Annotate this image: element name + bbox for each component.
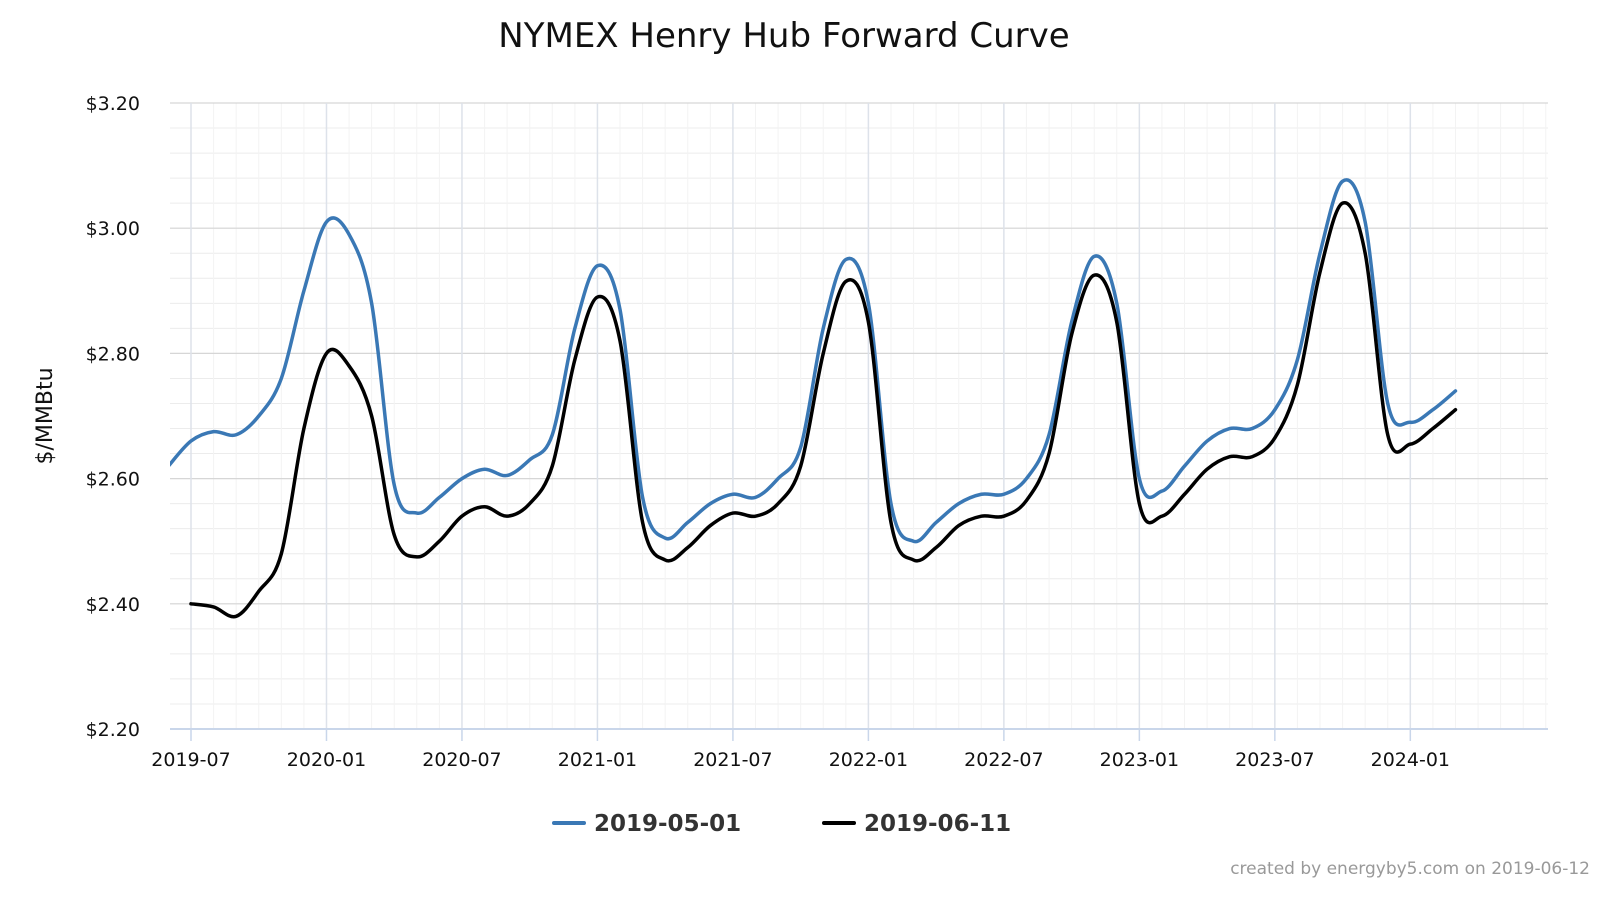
y-tick-label: $2.60 bbox=[86, 469, 140, 491]
y-tick-label: $2.40 bbox=[86, 594, 140, 616]
series-lines bbox=[168, 178, 1458, 619]
credit-text: created by energyby5.com on 2019-06-12 bbox=[1230, 859, 1590, 879]
x-tick-label: 2023-01 bbox=[1100, 749, 1179, 771]
x-tick-label: 2024-01 bbox=[1371, 749, 1450, 771]
series-line-1[interactable] bbox=[168, 178, 1458, 544]
x-tick-label: 2020-07 bbox=[422, 749, 501, 771]
legend-label: 2019-05-01 bbox=[594, 811, 741, 837]
grid bbox=[170, 102, 1548, 730]
legend-item-2[interactable]: 2019-06-11 bbox=[822, 811, 1011, 837]
y-tick-label: $3.00 bbox=[86, 218, 140, 240]
chart-title: NYMEX Henry Hub Forward Curve bbox=[498, 16, 1069, 56]
axes: $2.20 $2.40 $2.60 $2.80 $3.00 $3.20 2019-07 202… bbox=[86, 93, 1548, 771]
x-tick-label: 2022-07 bbox=[964, 749, 1043, 771]
y-tick-label: $2.20 bbox=[86, 719, 140, 741]
x-tick-label: 2020-01 bbox=[287, 749, 366, 771]
series-line-2[interactable] bbox=[189, 201, 1458, 619]
legend-label: 2019-06-11 bbox=[864, 811, 1011, 837]
y-axis-label: $/MMBtu bbox=[33, 367, 58, 464]
x-tick-label: 2021-07 bbox=[693, 749, 772, 771]
x-tick-label: 2023-07 bbox=[1235, 749, 1314, 771]
x-tick-label: 2021-01 bbox=[558, 749, 637, 771]
legend[interactable]: 2019-05-01 2019-06-11 bbox=[552, 811, 1011, 837]
x-tick-label: 2019-07 bbox=[151, 749, 230, 771]
y-tick-label: $2.80 bbox=[86, 343, 140, 365]
x-tick-label: 2022-01 bbox=[829, 749, 908, 771]
y-tick-label: $3.20 bbox=[86, 93, 140, 115]
legend-item-1[interactable]: 2019-05-01 bbox=[552, 811, 741, 837]
